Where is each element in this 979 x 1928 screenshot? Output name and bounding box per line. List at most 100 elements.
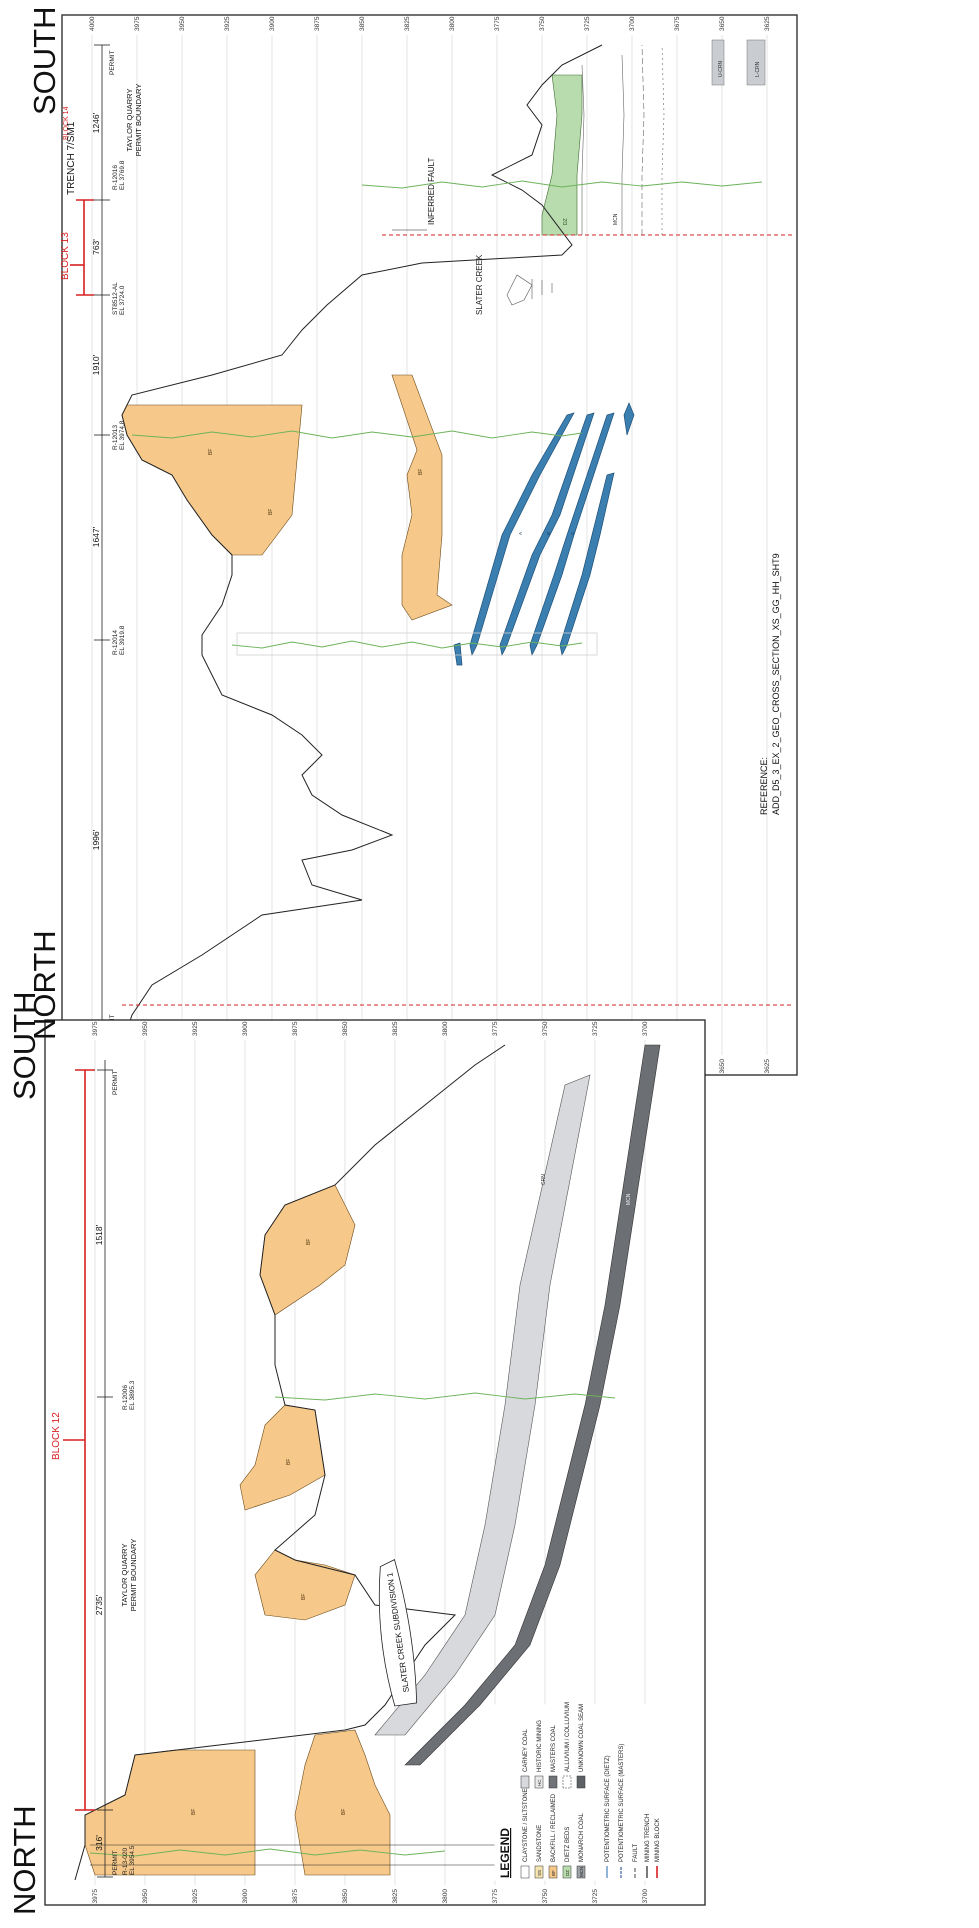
- top-elev-south: 3950: [179, 16, 186, 31]
- bottom-drill-logs: [89, 1392, 616, 1857]
- bot-elev-north: 3800: [442, 1889, 449, 1904]
- bot-elev-south: 3750: [542, 1021, 549, 1036]
- bottom-north-label: NORTH: [7, 1805, 42, 1915]
- top-elev-south: 3675: [674, 16, 681, 31]
- block12-bracket: [63, 1069, 95, 1811]
- legend-items: CLAYSTONE / SILTSTONE SS SANDSTONE BF BA…: [520, 1702, 586, 1879]
- permit-north: PERMIT: [112, 1850, 119, 1875]
- legend-label: HISTORIC MINING: [537, 1720, 543, 1772]
- legend-swatch: [548, 1775, 558, 1789]
- top-seam-codes: A B C: [518, 531, 575, 535]
- top-elev-south: 3700: [629, 16, 636, 31]
- fault-label: INFERRED FAULT: [427, 157, 436, 225]
- boundary-line2: PERMIT BOUNDARY: [134, 84, 143, 157]
- bot-elev-north: 3700: [642, 1889, 649, 1904]
- dist-label: 1647': [91, 526, 101, 547]
- top-elev-south: 3850: [359, 16, 366, 31]
- hole-id: R-13-020: [122, 1848, 129, 1875]
- top-section: 4000 3975 3950 3925 3900 3875 3850 3825 …: [60, 14, 798, 1076]
- top-elev-north: 3650: [719, 1059, 726, 1074]
- top-elev-south: 3900: [269, 16, 276, 31]
- legend-label: BACKFILL / RECLAIMED: [551, 1793, 557, 1862]
- top-north-label: NORTH: [27, 930, 62, 1040]
- bottom-boundary-label: TAYLOR QUARRY PERMIT BOUNDARY: [120, 1539, 138, 1612]
- dist-label: 2735': [94, 1594, 104, 1615]
- legend-swatch: [562, 1775, 572, 1789]
- legend: LEGEND CLAYSTONE / SILTSTONE SS SANDSTON…: [494, 1702, 691, 1881]
- legend-swatch: [562, 1865, 572, 1879]
- hole-id: R-12014: [112, 630, 119, 655]
- legend-code: BF: [551, 1870, 556, 1876]
- bottom-south-label: SOUTH: [7, 992, 42, 1101]
- top-elev-south: 3725: [584, 16, 591, 31]
- top-drill-logs: [131, 180, 763, 649]
- bottom-elev-labels-south: 3975 3950 3925 3900 3875 3850 3825 3800 …: [92, 1021, 649, 1036]
- bot-elev-north: 3750: [542, 1889, 549, 1904]
- top-elev-labels-south: 4000 3975 3950 3925 3900 3875 3850 3825 …: [89, 16, 771, 31]
- bottom-dimension-line: [97, 1060, 113, 1878]
- top-blue-seams: [453, 402, 635, 666]
- boundary-line1: TAYLOR QUARRY: [120, 1544, 129, 1607]
- seam-b: [499, 412, 595, 657]
- top-backfill-units: [121, 374, 453, 621]
- legend-swatch: [520, 1865, 530, 1879]
- bf-code: BF: [208, 449, 214, 455]
- legend-line-label: POTENTIOMETRIC SURFACE (MASTERS): [619, 1744, 625, 1862]
- bottom-elev-labels-north: 3975 3950 3925 3900 3875 3850 3825 3800 …: [92, 1889, 649, 1904]
- top-dietz-unit: DZ MCN: [541, 74, 619, 236]
- legend-line-label: MINING TRENCH: [645, 1814, 651, 1862]
- top-elev-south: 3750: [539, 16, 546, 31]
- block14-label: BLOCK 14: [63, 106, 70, 140]
- seam-code: C: [570, 531, 575, 535]
- top-south-gray-units: [711, 39, 766, 86]
- lcn-code: L-CRN: [755, 61, 761, 77]
- bf-code: BF: [268, 509, 274, 515]
- seam-code: A: [518, 532, 523, 535]
- legend-label: DIETZ BEDS: [565, 1827, 571, 1862]
- mcn-code: MCN: [626, 1193, 632, 1205]
- dist-label: 1910': [91, 354, 101, 375]
- bot-elev-south: 3775: [492, 1021, 499, 1036]
- top-elev-south: 3875: [314, 16, 321, 31]
- legend-swatch: [548, 1865, 558, 1879]
- dist-label: 1996': [91, 829, 101, 850]
- backfill-lens: [391, 374, 453, 621]
- dist-label: 1246': [91, 112, 101, 133]
- bot-elev-south: 3800: [442, 1021, 449, 1036]
- block13-bracket: [70, 199, 94, 296]
- bot-elev-north: 3825: [392, 1889, 399, 1904]
- top-elev-south: 3800: [449, 16, 456, 31]
- permit-south: PERMIT: [112, 1070, 119, 1095]
- hole-el: EL 3769.8: [119, 160, 126, 190]
- bot-elev-south: 3925: [192, 1021, 199, 1036]
- block13-label: BLOCK 13: [60, 232, 71, 280]
- bot-elev-south: 3950: [142, 1021, 149, 1036]
- seam-code: B: [546, 532, 551, 535]
- legend-swatch: [534, 1865, 544, 1879]
- hole-el: EL 3724.0: [119, 285, 126, 315]
- top-elev-south: 3825: [404, 16, 411, 31]
- orientation-labels: NORTH SOUTH NORTH SOUTH: [7, 7, 62, 1916]
- bot-elev-south: 3825: [392, 1021, 399, 1036]
- legend-code: SS: [537, 1870, 542, 1876]
- bottom-hole-labels: R-13-020 EL 3954.5 R-12006 EL 3895.3: [122, 1380, 136, 1875]
- trench-title: TRENCH 7/SM1: [66, 121, 77, 195]
- legend-label: SANDSTONE: [537, 1825, 543, 1862]
- top-elev-south: 3775: [494, 16, 501, 31]
- hole-id: ST8512-AL: [112, 282, 119, 315]
- bf-code: BF: [418, 469, 424, 475]
- top-elev-north: 3625: [764, 1059, 771, 1074]
- bf-code: BF: [301, 1594, 307, 1600]
- legend-label: MONARCH COAL: [579, 1812, 585, 1862]
- bot-elev-south: 3700: [642, 1021, 649, 1036]
- dz-code: DZ: [563, 218, 569, 225]
- hole-el: EL 3954.5: [129, 1845, 136, 1875]
- bot-elev-north: 3975: [92, 1889, 99, 1904]
- bot-elev-north: 3900: [242, 1889, 249, 1904]
- top-boundary-label: TAYLOR QUARRY PERMIT BOUNDARY: [125, 84, 143, 157]
- top-south-strata-lines: [581, 44, 665, 235]
- dist-label: 1518': [94, 1224, 104, 1245]
- legend-line-label: POTENTIOMETRIC SURFACE (DIETZ): [605, 1755, 611, 1862]
- bf-code: BF: [191, 1809, 197, 1815]
